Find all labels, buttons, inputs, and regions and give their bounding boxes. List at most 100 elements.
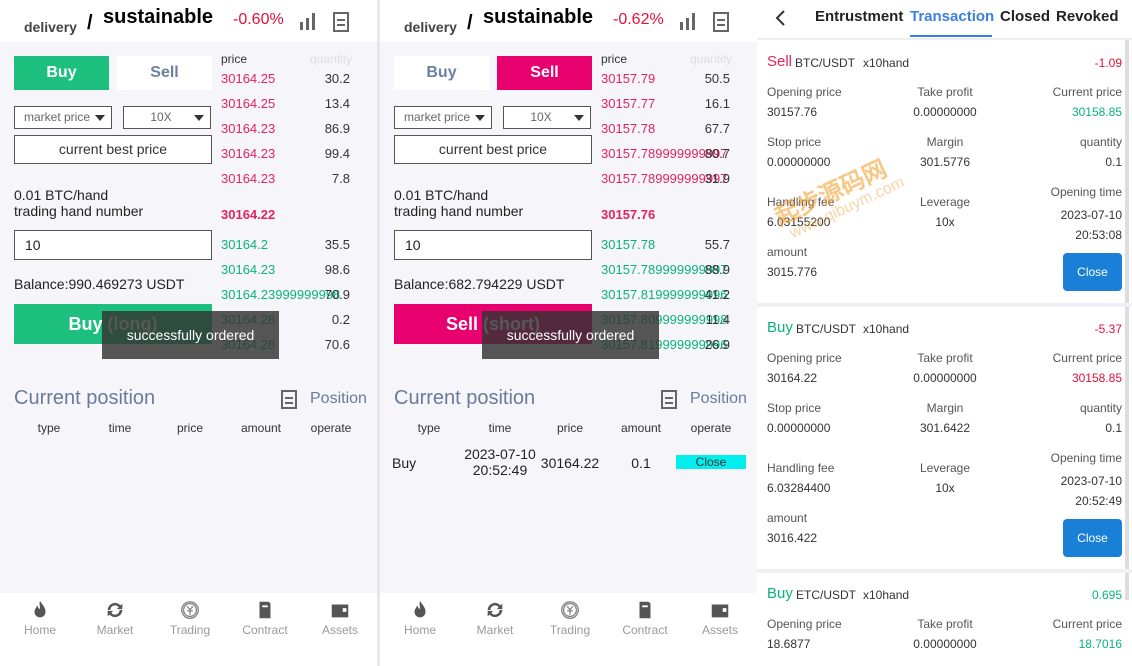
book-qty: 67.7 (704, 121, 730, 136)
icon (775, 10, 785, 26)
close-btn[interactable]: Close (676, 455, 746, 469)
field-label: Margin (926, 135, 964, 149)
field-label: Opening time (1050, 185, 1122, 199)
nav-label[interactable]: Market (96, 623, 134, 637)
nav-label[interactable]: Contract (242, 623, 288, 637)
field-label: Leverage (919, 195, 971, 209)
close-btn[interactable]: Close (1063, 519, 1122, 557)
price-mode[interactable]: current best price (394, 135, 592, 164)
nav-icon (409, 599, 431, 621)
field-value: 6.03284400 (767, 481, 831, 495)
close-btn[interactable]: Close (1063, 253, 1122, 291)
order-tab[interactable]: Entrustment (815, 8, 904, 25)
hand: x10hand (863, 322, 910, 336)
field-label: Opening price (767, 617, 842, 631)
col-header: operate (690, 421, 732, 435)
book-price: 30164.2 (221, 237, 268, 252)
col-header: time (108, 421, 132, 435)
select[interactable]: 10X (503, 106, 591, 129)
side-tab[interactable]: Sell (497, 56, 592, 90)
title: sustainable (483, 6, 594, 28)
order-tab[interactable]: Revoked (1056, 8, 1119, 25)
icon (281, 390, 297, 409)
field-value: 0.1 (1105, 155, 1122, 169)
hand-input[interactable]: 10 (394, 230, 592, 260)
toast: successfully ordered (102, 311, 279, 359)
side-tab[interactable]: Buy (14, 56, 109, 90)
title: sustainable (103, 6, 214, 28)
field-value: 0.00000000 (767, 421, 831, 435)
book-qty: 99.4 (324, 146, 350, 161)
caret (574, 115, 584, 121)
col-header: type (37, 421, 61, 435)
nav-icon (484, 599, 506, 621)
hand-label: trading hand number (14, 203, 144, 219)
select[interactable]: market price (394, 106, 492, 129)
side-tab[interactable]: Sell (117, 56, 212, 90)
nav-label[interactable]: Home (23, 623, 56, 637)
book-price: 30157.78 (601, 237, 656, 252)
book-qty: 41.2 (704, 287, 730, 302)
nav-label[interactable]: Contract (622, 623, 668, 637)
icon (639, 601, 651, 619)
caret (194, 115, 204, 121)
select[interactable]: market price (14, 106, 112, 129)
nav-label[interactable]: Trading (549, 623, 591, 637)
card-gap (757, 303, 1132, 307)
nav-icon (29, 599, 51, 621)
pair: BTC/USDT (795, 56, 855, 70)
select[interactable]: 10X (123, 106, 211, 129)
last-price: 30157.76 (601, 207, 656, 222)
field-label: Stop price (767, 401, 822, 415)
unit: 0.01 BTC/hand (14, 187, 109, 203)
book-qty: 88.9 (704, 262, 730, 277)
nav-label[interactable]: Home (403, 623, 436, 637)
book-price: 30157.789999999997 (601, 171, 728, 186)
hand-input[interactable]: 10 (14, 230, 212, 260)
caret (95, 115, 105, 121)
nav-label[interactable]: Market (476, 623, 514, 637)
nav-label[interactable]: Assets (701, 623, 738, 637)
field-value: 3016.422 (767, 531, 818, 545)
scrollbar (1125, 40, 1129, 600)
book-header: price (601, 52, 628, 66)
pnl: 0.695 (1091, 588, 1122, 602)
pair: ETC/USDT (796, 588, 856, 602)
book-price: 30157.77 (601, 96, 656, 111)
section-link[interactable]: Position (310, 390, 367, 407)
nav-label[interactable]: Trading (169, 623, 211, 637)
field-label: quantity (1079, 401, 1122, 415)
book-qty: 50.5 (704, 71, 730, 86)
book-qty: 70.6 (324, 337, 350, 352)
nav-icon (104, 599, 126, 621)
section-title: Current position (394, 387, 536, 409)
field-label: Handling fee (767, 195, 835, 209)
back[interactable] (772, 8, 790, 28)
order-tab[interactable]: Transaction (910, 8, 995, 25)
separator: / (87, 12, 93, 34)
book-qty: 98.6 (324, 262, 350, 277)
order-tab[interactable]: Closed (1000, 8, 1051, 25)
breadcrumb: delivery (24, 19, 77, 35)
field-value: 10x (935, 215, 955, 229)
side: Buy (767, 319, 793, 336)
tab-underline (910, 35, 992, 37)
book-header: quantity (310, 52, 353, 66)
col-header: price (176, 421, 203, 435)
field-value: 301.5776 (919, 155, 971, 169)
field-label: Take profit (917, 351, 973, 365)
icon (107, 602, 123, 618)
section-link[interactable]: Position (690, 390, 747, 407)
nav-label[interactable]: Assets (321, 623, 358, 637)
field-value: 18.7016 (1078, 637, 1122, 651)
field-label: Current price (1052, 617, 1122, 631)
nav-bar (0, 593, 377, 666)
book-price: 30164.25 (221, 96, 276, 111)
col-header: price (556, 421, 583, 435)
side-tab[interactable]: Buy (394, 56, 489, 90)
icons (680, 12, 729, 32)
price-mode[interactable]: current best price (14, 135, 212, 164)
cell: 30164.22 (540, 455, 600, 471)
select-text: 10X (530, 110, 552, 124)
last-price: 30164.22 (221, 207, 276, 222)
